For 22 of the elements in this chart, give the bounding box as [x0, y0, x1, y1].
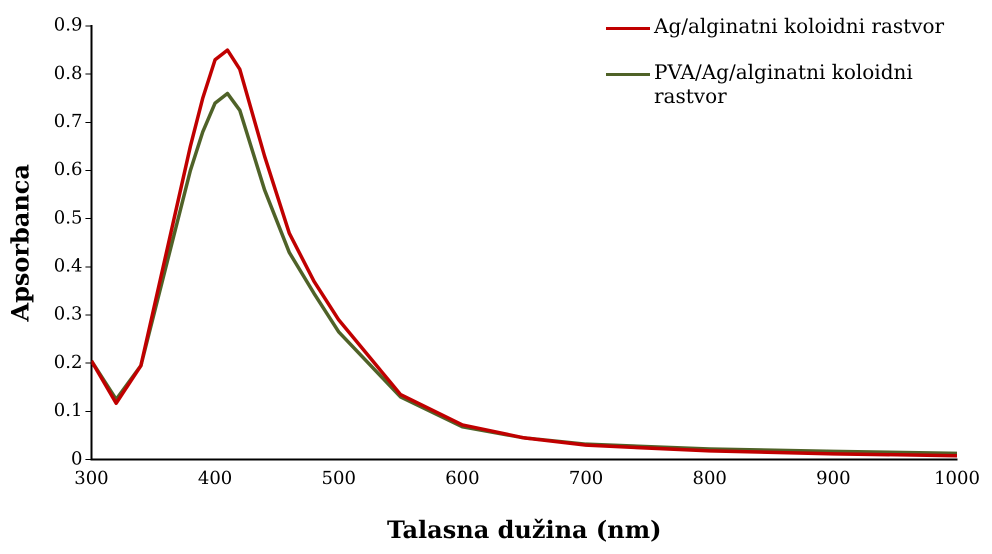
y-tick-label: 0.8	[54, 62, 82, 84]
x-tick-label: 300	[74, 468, 109, 490]
y-axis-title: Apsorbanca	[6, 164, 35, 323]
x-tick-label: 900	[816, 468, 851, 490]
y-tick-label: 0.1	[54, 400, 82, 422]
y-tick-label: 0.5	[54, 207, 82, 228]
x-tick-label: 600	[445, 468, 480, 490]
y-tick-label: 0.2	[54, 352, 82, 373]
legend-label: Ag/alginatni koloidni rastvor	[654, 14, 944, 38]
y-tick-label: 0.3	[54, 304, 82, 325]
x-tick-label: 400	[198, 468, 232, 490]
legend-label: PVA/Ag/alginatni koloidni rastvor	[654, 60, 914, 108]
x-axis-title: Talasna dužina (nm)	[386, 514, 662, 544]
y-tick-label: 0.6	[54, 159, 82, 180]
x-tick-label: 700	[568, 468, 604, 490]
y-tick-label: 0.9	[54, 14, 82, 36]
y-tick-label: 0	[70, 448, 82, 470]
x-tick-label: 1000	[934, 468, 980, 490]
y-tick-label: 0.7	[54, 111, 82, 132]
x-tick-label: 800	[692, 468, 727, 490]
x-tick-label: 500	[322, 468, 356, 490]
y-tick-label: 0.4	[54, 256, 82, 277]
